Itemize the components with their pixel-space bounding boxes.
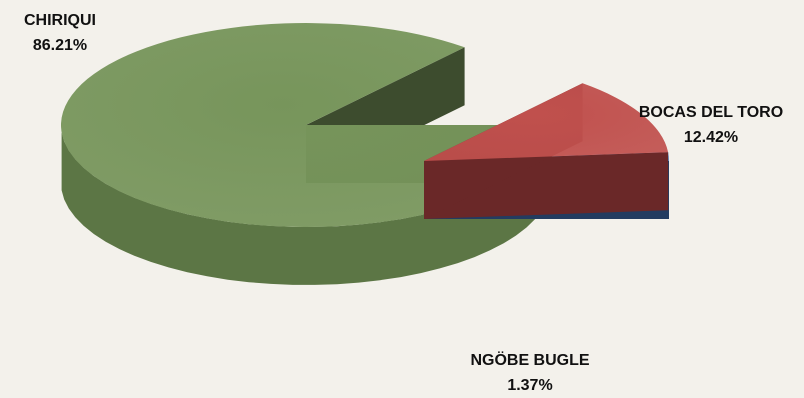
slice-name-bocas-del-toro: BOCAS DEL TORO bbox=[638, 104, 784, 121]
pie-slice-bocas-del-toro bbox=[424, 83, 669, 219]
slice-label-chiriqui: CHIRIQUI 86.21% bbox=[0, 8, 120, 58]
slice-label-bocas-del-toro: BOCAS DEL TORO 12.42% bbox=[618, 100, 804, 150]
pie-top-bocas-del-toro bbox=[424, 83, 669, 161]
slice-percent-chiriqui: 86.21% bbox=[32, 37, 88, 54]
pie-rim-chiriqui bbox=[61, 132, 550, 285]
slice-percent-bocas-del-toro: 12.42% bbox=[683, 129, 739, 146]
slice-name-chiriqui: CHIRIQUI bbox=[24, 12, 96, 29]
slice-percent-ngobe-bugle: 1.37% bbox=[507, 377, 553, 394]
slice-label-ngobe-bugle: NGÖBE BUGLE 1.37% bbox=[440, 348, 620, 398]
slice-name-ngobe-bugle: NGÖBE BUGLE bbox=[470, 352, 590, 369]
